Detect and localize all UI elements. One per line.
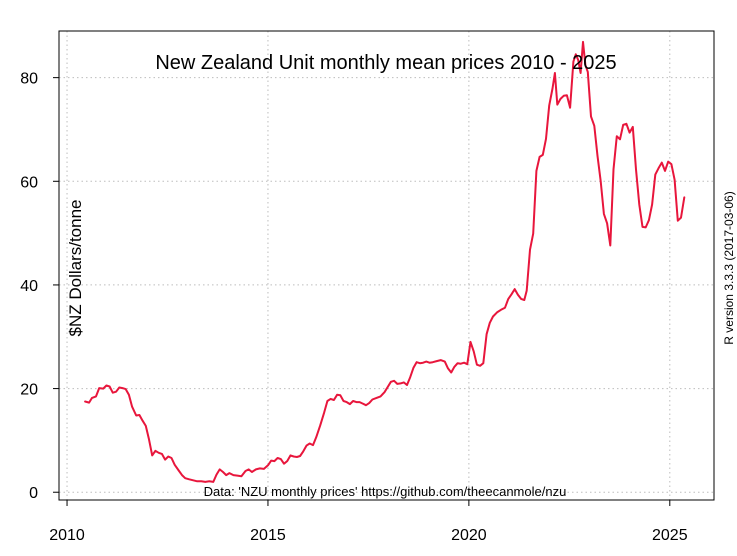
x-axis: 2010 2015 2020 2025	[49, 500, 688, 544]
r-version-note: R version 3.3.3 (2017-03-06)	[722, 191, 736, 344]
x-tick-label: 2010	[49, 527, 85, 544]
y-tick-label: 0	[29, 485, 38, 502]
chart-title: New Zealand Unit monthly mean prices 201…	[155, 52, 616, 74]
series-layer	[84, 40, 686, 483]
x-tick-label: 2020	[451, 527, 487, 544]
x-tick-label: 2015	[250, 527, 286, 544]
series-line	[84, 40, 686, 483]
y-tick-label: 40	[20, 278, 38, 295]
source-caption: Data: 'NZU monthly prices' https://githu…	[204, 484, 567, 499]
grid-lines	[59, 31, 714, 500]
y-tick-label: 60	[20, 174, 38, 191]
y-axis: 0 20 40 60 80	[20, 71, 59, 502]
y-tick-label: 80	[20, 71, 38, 88]
y-tick-label: 20	[20, 382, 38, 399]
plot-frame	[58, 30, 715, 501]
x-tick-label: 2025	[652, 527, 688, 544]
y-axis-label: $NZ Dollars/tonne	[66, 199, 85, 336]
